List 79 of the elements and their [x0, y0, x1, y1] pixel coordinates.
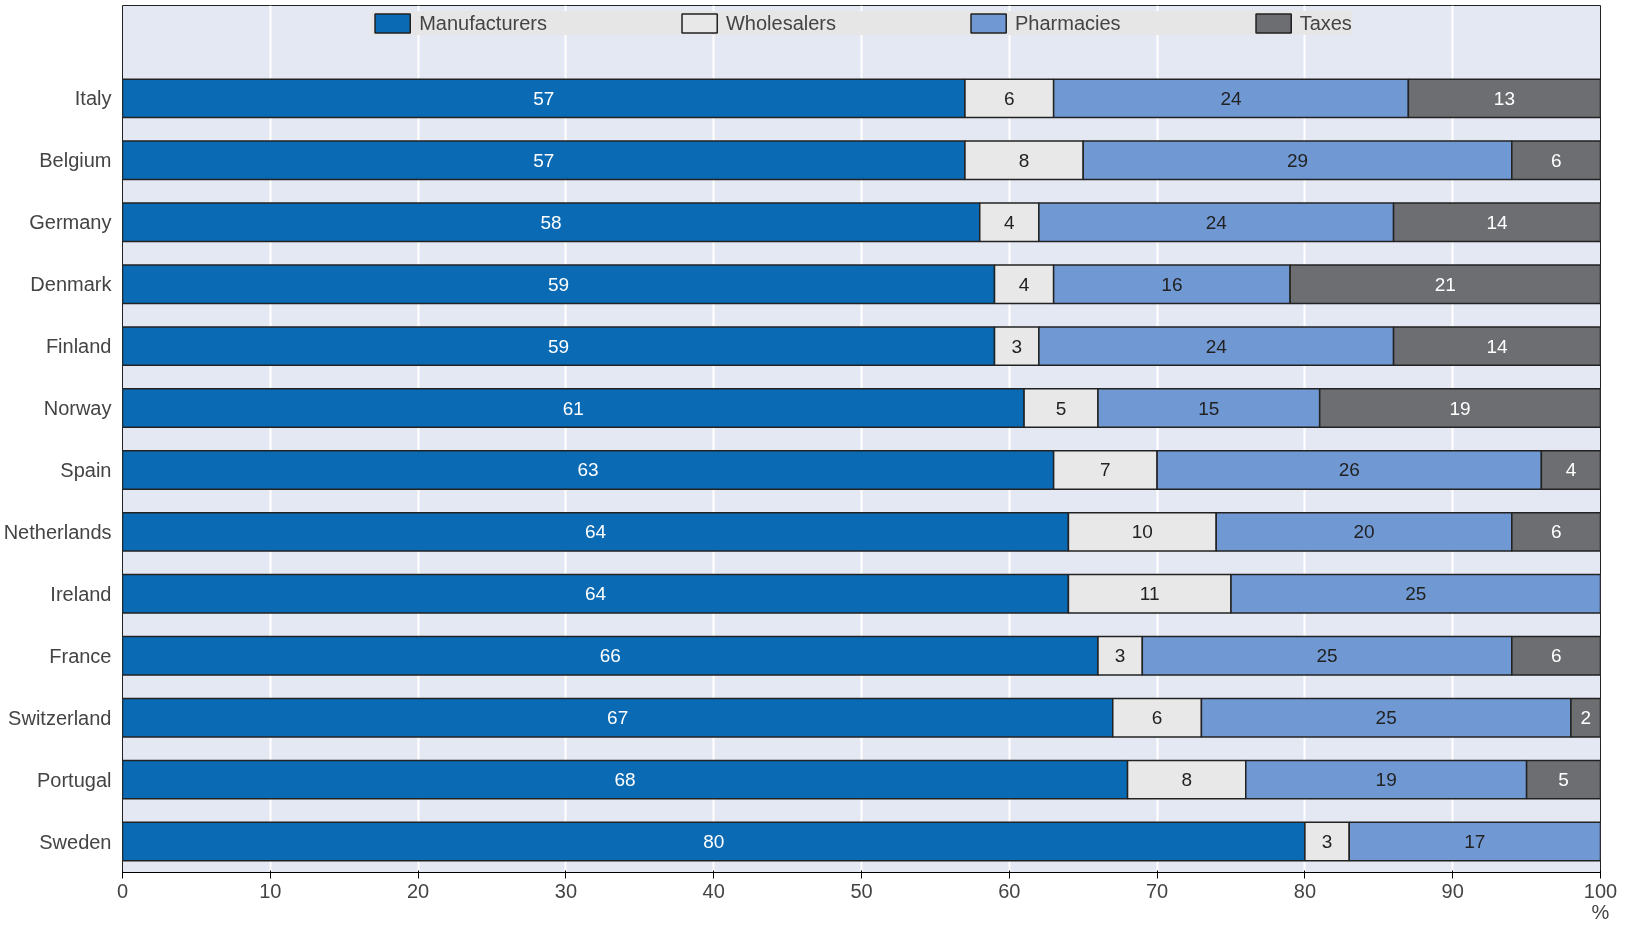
- data-label: 29: [1286, 149, 1309, 171]
- y-tick-label: Netherlands: [3, 520, 112, 543]
- data-label: 16: [1161, 273, 1183, 295]
- data-label: 8: [1181, 769, 1192, 791]
- data-label: 66: [599, 645, 621, 667]
- y-tick-label: Belgium: [39, 149, 112, 172]
- data-label: 17: [1464, 831, 1486, 853]
- data-label: 68: [614, 769, 636, 791]
- data-label: 20: [1353, 521, 1375, 543]
- data-label: 64: [584, 583, 607, 605]
- y-tick-label: Finland: [45, 335, 112, 358]
- data-label: 6: [1004, 87, 1015, 109]
- data-label: 6: [1550, 645, 1562, 667]
- y-tick-label: Germany: [29, 211, 112, 234]
- y-tick-label: Switzerland: [8, 706, 112, 729]
- y-tick-label: Sweden: [39, 830, 112, 853]
- data-label: 24: [1220, 87, 1242, 109]
- data-label: 2: [1580, 707, 1592, 729]
- data-label: 5: [1055, 397, 1067, 419]
- data-label: 14: [1486, 211, 1509, 233]
- y-tick-label: Spain: [60, 458, 112, 481]
- data-label: 59: [547, 273, 570, 295]
- legend-label: Pharmacies: [1015, 11, 1121, 35]
- legend-label: Taxes: [1299, 11, 1352, 35]
- data-label: 10: [1131, 521, 1153, 543]
- data-label: 4: [1565, 459, 1577, 481]
- data-label: 26: [1338, 459, 1360, 481]
- data-label: 25: [1375, 707, 1397, 729]
- x-tick-label: 90: [1441, 879, 1464, 902]
- y-tick-label: Denmark: [30, 273, 113, 296]
- data-label: 58: [540, 211, 562, 233]
- data-label: 6: [1550, 521, 1562, 543]
- data-label: 6: [1151, 707, 1163, 729]
- data-label: 24: [1205, 211, 1228, 233]
- data-label: 19: [1375, 769, 1397, 791]
- data-label: 4: [1004, 211, 1016, 233]
- y-tick-label: Portugal: [37, 768, 112, 791]
- legend-label: Manufacturers: [419, 11, 547, 35]
- x-tick-label: 70: [1145, 879, 1169, 902]
- x-tick-label: 0: [116, 879, 129, 902]
- data-label: 19: [1449, 397, 1471, 419]
- data-label: 25: [1316, 645, 1338, 667]
- x-tick-label: 30: [554, 879, 578, 902]
- data-label: 59: [547, 335, 570, 357]
- y-tick-label: Italy: [74, 87, 112, 110]
- data-label: 5: [1558, 769, 1569, 791]
- data-label: 25: [1405, 583, 1427, 605]
- data-label: 61: [562, 397, 584, 419]
- x-tick-label: 40: [702, 879, 725, 902]
- data-label: 4: [1018, 273, 1030, 295]
- data-label: 80: [703, 831, 725, 853]
- data-label: 15: [1198, 397, 1220, 419]
- data-label: 64: [584, 521, 607, 543]
- x-tick-label: 10: [259, 879, 282, 902]
- data-label: 63: [577, 459, 599, 481]
- x-tick-label: 80: [1293, 879, 1317, 902]
- y-tick-label: Ireland: [50, 582, 112, 605]
- x-tick-label: 20: [406, 879, 430, 902]
- data-label: 3: [1011, 335, 1022, 357]
- data-label: 8: [1018, 149, 1030, 171]
- data-label: 13: [1493, 87, 1515, 109]
- x-tick-label: 50: [850, 879, 873, 902]
- data-label: 57: [533, 149, 555, 171]
- data-label: 11: [1139, 583, 1160, 605]
- legend-label: Wholesalers: [725, 11, 837, 35]
- y-tick-label: France: [49, 644, 112, 667]
- x-tick-label: 60: [998, 879, 1021, 902]
- data-label: 21: [1434, 273, 1456, 295]
- data-label: 7: [1100, 459, 1111, 481]
- x-tick-label: 100: [1583, 879, 1618, 902]
- data-label: 57: [533, 87, 555, 109]
- data-label: 24: [1205, 335, 1228, 357]
- data-label: 14: [1486, 335, 1509, 357]
- data-label: 67: [607, 707, 629, 729]
- data-label: 3: [1321, 831, 1333, 853]
- x-axis-title: %: [1591, 900, 1610, 923]
- data-label: 6: [1550, 149, 1562, 171]
- y-tick-label: Norway: [43, 397, 112, 420]
- data-label: 3: [1114, 645, 1126, 667]
